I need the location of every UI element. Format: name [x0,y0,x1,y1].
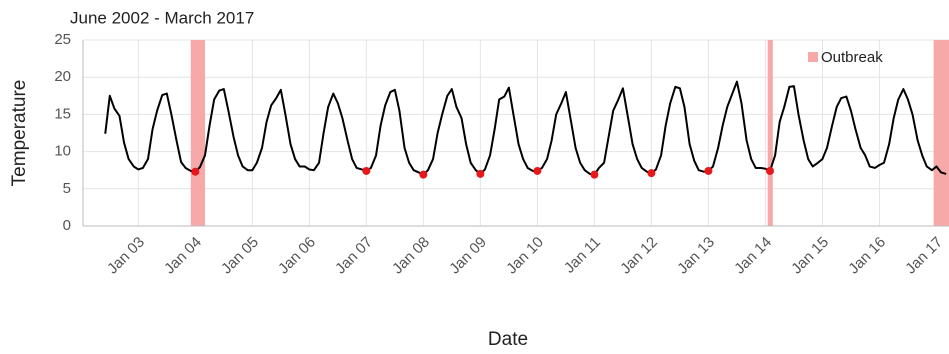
x-axis-label: Date [488,329,528,350]
legend-label: Outbreak [821,49,883,66]
legend-swatch [808,52,818,62]
y-tick-label: 25 [54,31,71,48]
temperature-line [104,80,947,176]
x-tick-label: Jan 13 [674,234,718,278]
outbreak-point [362,166,371,175]
x-tick-label: Jan 15 [788,234,832,278]
outbreak-band [933,40,949,226]
outbreak-point [704,166,713,175]
x-tick-label: Jan 04 [161,234,205,278]
y-tick-label: 10 [54,143,71,160]
outbreak-point [191,167,200,176]
y-tick-label: 20 [54,68,71,85]
outbreak-point [765,166,774,175]
x-tick-label: Jan 09 [446,234,490,278]
outbreak-point [590,170,599,179]
x-tick-label: Jan 10 [503,234,547,278]
x-tick-label: Jan 05 [218,234,262,278]
outbreak-point [533,166,542,175]
outbreak-point [647,169,656,178]
x-tick-label: Jan 17 [902,234,946,278]
x-tick-label: Jan 06 [275,234,319,278]
x-tick-label: Jan 07 [332,234,376,278]
y-tick-label: 15 [54,105,71,122]
outbreak-band [190,40,206,226]
x-tick-label: Jan 11 [561,234,604,277]
x-tick-label: Jan 16 [845,234,889,278]
x-tick-label: Jan 12 [617,234,661,278]
outbreak-band [767,40,773,226]
x-tick-label: Jan 03 [104,234,148,278]
x-tick-label: Jan 08 [389,234,433,278]
y-tick-label: 5 [63,180,71,197]
chart-title: June 2002 - March 2017 [70,8,254,27]
y-axis-label: Temperature [9,80,30,187]
y-tick-label: 0 [63,217,71,234]
outbreak-point [419,170,428,179]
outbreak-point [476,169,485,178]
x-tick-label: Jan 14 [731,234,775,278]
